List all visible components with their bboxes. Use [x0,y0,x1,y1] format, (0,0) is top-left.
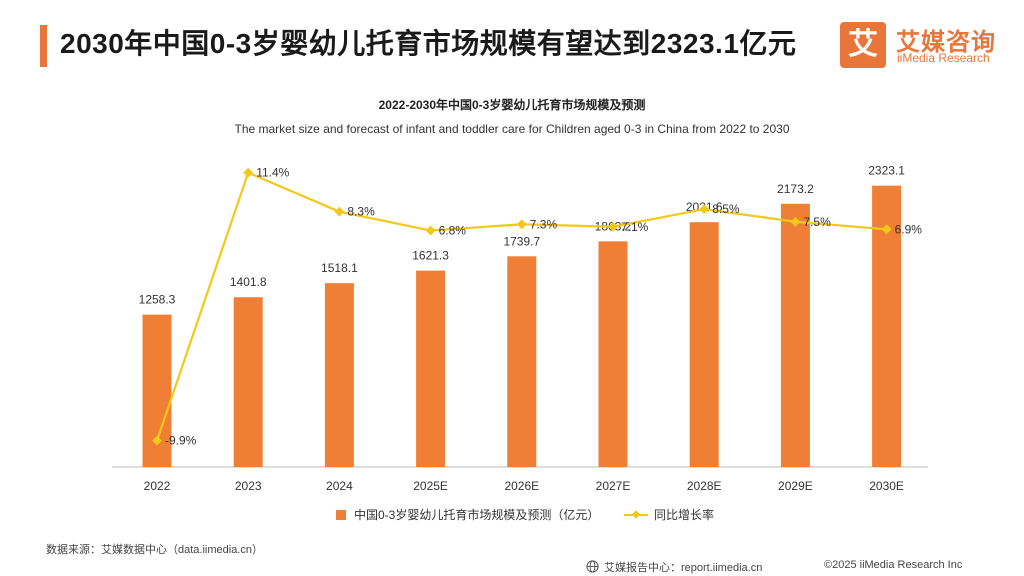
title-accent-bar [40,25,47,67]
x-tick-label: 2030E [869,479,904,493]
page-title: 2030年中国0-3岁婴幼儿托育市场规模有望达到2323.1亿元 [60,28,797,59]
logo-name-cn: 艾媒咨询 [896,29,996,56]
growth-rate-point [516,219,527,230]
bar [780,203,810,467]
growth-rate-label: -9.9% [165,434,197,448]
data-source: 数据来源：艾媒数据中心（data.iimedia.cn） [46,544,263,556]
growth-rate-label: 6.9% [895,222,923,236]
growth-rate-point [790,216,801,227]
x-tick-label: 2022 [144,479,171,493]
report-center-text: 艾媒报告中心：report.iimedia.cn [604,562,763,574]
iimedia-logo: 艾 艾媒咨询 iiMedia Research [840,20,1010,70]
growth-rate-label: 11.4% [256,166,289,180]
bar [416,270,446,467]
growth-rate-point [152,435,162,446]
x-tick-label: 2027E [596,479,631,493]
bar [689,222,719,467]
growth-rate-point [334,206,345,217]
x-tick-label: 2028E [687,479,722,493]
legend-bar-label: 中国0-3岁婴幼儿托育市场规模及预测（亿元） [354,507,599,522]
growth-rate-point [425,225,436,236]
growth-rate-label: 7.1% [621,220,649,234]
legend-line-label: 同比增长率 [654,507,714,522]
bar [324,283,354,467]
bar-value-label: 2323.1 [868,164,905,178]
globe-icon [586,560,599,573]
growth-rate-point [699,204,710,215]
x-tick-label: 2026E [504,479,539,493]
bar-value-label: 1401.8 [230,275,267,289]
logo-mark: 艾 [840,22,886,68]
legend-line-marker [631,510,641,519]
chart-title: 2022-2030年中国0-3岁婴幼儿托育市场规模及预测 [378,98,646,112]
growth-rate-label: 7.3% [530,217,558,231]
growth-rate-label: 7.5% [803,215,831,229]
x-tick-label: 2025E [413,479,448,493]
logo-name-en: iiMedia Research [897,51,990,65]
bar-value-label: 2173.2 [777,182,814,196]
growth-rate-label: 6.8% [439,224,467,238]
x-tick-label: 2029E [778,479,813,493]
bar-value-label: 1739.7 [503,234,540,248]
legend-bar-swatch [336,510,346,520]
growth-rate-label: 8.5% [712,202,740,216]
x-tick-label: 2024 [326,479,353,493]
growth-rate-label: 8.3% [347,205,375,219]
growth-rate-point [881,224,892,235]
copyright: ©2025 iiMedia Research Inc [824,559,963,571]
growth-rate-point [243,167,254,178]
bar-value-label: 1518.1 [321,261,358,275]
bar [598,241,628,467]
bar [233,297,263,467]
bar [507,256,537,467]
report-center: 艾媒报告中心：report.iimedia.cn [586,559,762,575]
bar-value-label: 1258.3 [139,293,176,307]
growth-rate-point [608,221,618,232]
chart-subtitle: The market size and forecast of infant a… [234,122,790,136]
x-tick-label: 2023 [235,479,262,493]
bar-value-label: 1621.3 [412,249,449,263]
